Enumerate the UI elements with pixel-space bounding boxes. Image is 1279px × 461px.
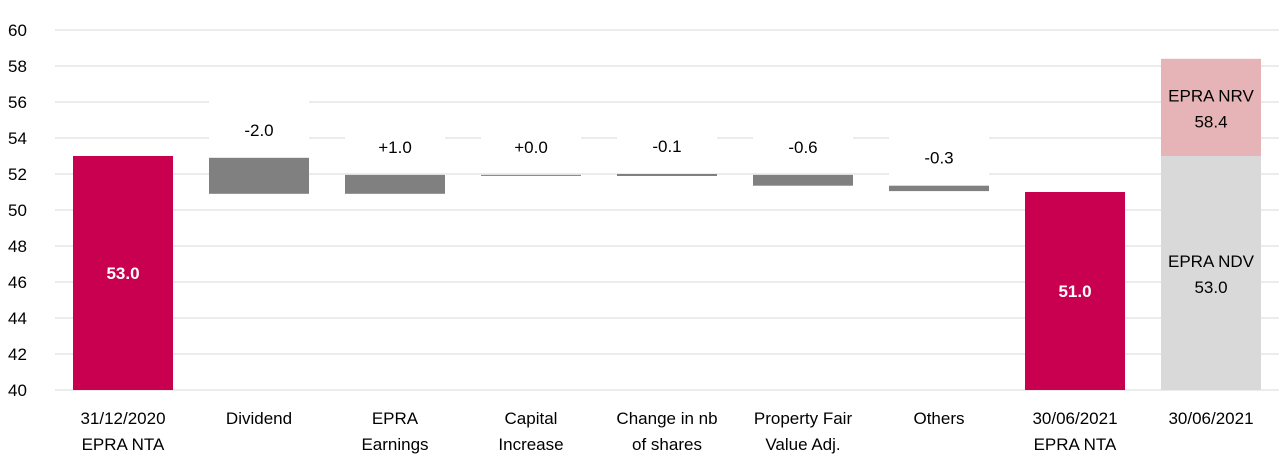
y-tick-label: 60 [8,21,27,40]
data-label: EPRA NRV [1168,86,1254,105]
y-tick-label: 46 [8,273,27,292]
x-tick-label: Value Adj. [765,435,840,454]
data-label-box [209,99,309,154]
data-label: -0.3 [924,149,953,168]
y-tick-label: 58 [8,57,27,76]
x-tick-label: Others [913,409,964,428]
total-bar [1025,192,1125,390]
y-tick-label: 54 [8,129,27,148]
y-tick-label: 48 [8,237,27,256]
bars [73,58,1261,390]
data-labels: 53.0 -2.0 +1.0 +0.0 -0.1 -0.6 -0.3 51.0 EPRA NDV… [106,86,1254,301]
data-label-box [753,116,853,171]
y-tick-label: 56 [8,93,27,112]
data-label: 58.4 [1194,112,1227,131]
x-tick-label: Increase [498,435,563,454]
x-tick-label: 31/12/2020 [80,409,165,428]
y-tick-label: 44 [8,309,27,328]
ndv-segment [1161,156,1261,390]
data-label: -0.1 [652,137,681,156]
x-tick-label: EPRA NTA [1034,435,1117,454]
data-label-box [617,116,717,170]
y-tick-label: 52 [8,165,27,184]
x-tick-label: of shares [632,435,702,454]
delta-bar [753,174,853,186]
y-axis: 40 42 44 46 48 50 52 54 56 58 60 [8,21,27,400]
x-tick-label: Capital [505,409,558,428]
delta-bar [617,174,717,176]
y-tick-label: 40 [8,381,27,400]
x-tick-label: Change in nb [616,409,717,428]
delta-bar [889,185,989,192]
total-bar [73,156,173,390]
data-label: -2.0 [244,121,273,140]
data-label: +1.0 [378,138,412,157]
data-label: -0.6 [788,138,817,157]
data-label-box [889,127,989,182]
x-tick-label: Property Fair [754,409,853,428]
x-tick-label: 30/06/2021 [1032,409,1117,428]
delta-bar [345,174,445,194]
data-label: 53.0 [106,264,139,283]
data-label: +0.0 [514,138,548,157]
data-label-box [345,116,445,171]
delta-bar [209,157,309,194]
y-tick-label: 42 [8,345,27,364]
x-tick-label: EPRA NTA [82,435,165,454]
data-label: EPRA NDV [1168,252,1255,271]
x-axis: 31/12/2020 EPRA NTA Dividend EPRA Earnings Ca… [80,409,1253,454]
x-tick-label: Dividend [226,409,292,428]
x-tick-label: EPRA [372,409,419,428]
nrv-segment [1161,58,1261,156]
data-label: 51.0 [1058,282,1091,301]
delta-bar [481,174,581,176]
x-tick-label: Earnings [361,435,428,454]
data-label-box [481,116,581,171]
data-label: 53.0 [1194,278,1227,297]
x-tick-label: 30/06/2021 [1168,409,1253,428]
y-tick-label: 50 [8,201,27,220]
